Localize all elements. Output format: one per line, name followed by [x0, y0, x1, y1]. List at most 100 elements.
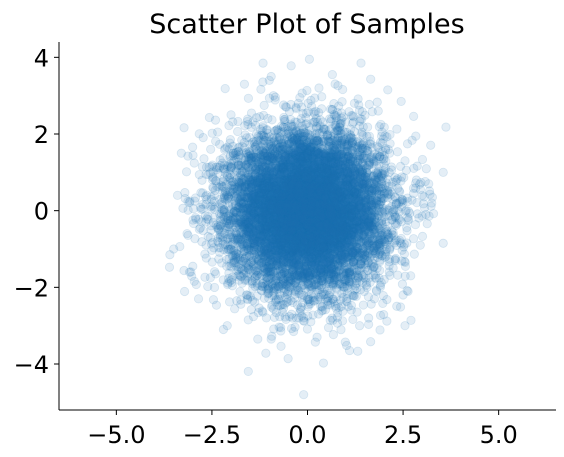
data-point	[335, 206, 345, 216]
data-point	[337, 316, 348, 326]
data-point	[224, 211, 234, 221]
data-point	[313, 271, 323, 281]
data-point	[353, 154, 363, 164]
data-point	[305, 197, 315, 207]
data-point	[276, 228, 286, 239]
data-point	[273, 225, 284, 235]
data-point	[272, 166, 282, 177]
data-point	[329, 215, 340, 226]
data-point	[248, 234, 258, 244]
data-point	[299, 151, 310, 161]
data-point	[220, 188, 231, 198]
data-point	[296, 206, 306, 216]
data-point	[304, 245, 314, 255]
data-point	[292, 209, 303, 219]
data-point	[302, 187, 312, 197]
data-point	[358, 300, 368, 310]
data-point	[290, 166, 300, 176]
data-point	[230, 235, 240, 245]
data-point	[250, 170, 260, 180]
data-point	[283, 191, 293, 201]
data-point	[349, 237, 359, 247]
data-point	[277, 265, 288, 276]
data-point	[314, 271, 324, 281]
data-point	[295, 219, 305, 229]
data-point	[208, 237, 218, 248]
data-point	[272, 200, 283, 210]
data-point	[296, 209, 306, 219]
data-point	[323, 176, 333, 187]
data-point	[179, 123, 189, 133]
data-point	[297, 169, 307, 180]
data-point	[367, 198, 377, 208]
data-point	[233, 218, 243, 228]
data-point	[189, 158, 199, 168]
data-point	[269, 136, 279, 146]
data-point	[243, 366, 253, 377]
data-point	[333, 253, 343, 263]
data-point	[339, 201, 350, 211]
data-point	[333, 259, 343, 270]
data-point	[255, 217, 266, 227]
data-point	[300, 200, 310, 210]
data-point	[235, 168, 245, 178]
data-point	[356, 191, 367, 201]
data-point	[301, 247, 312, 257]
data-point	[318, 136, 329, 146]
data-point	[277, 217, 287, 227]
data-point	[279, 267, 289, 278]
data-point	[293, 168, 303, 178]
data-point	[188, 142, 198, 152]
data-point	[305, 197, 315, 207]
data-point	[291, 197, 301, 208]
data-point	[330, 224, 341, 234]
data-point	[341, 223, 351, 233]
data-point	[289, 259, 299, 269]
data-point	[325, 256, 335, 266]
data-point	[325, 180, 336, 190]
data-point	[270, 215, 280, 225]
data-point	[360, 255, 371, 265]
data-point	[365, 158, 375, 169]
data-point	[298, 108, 308, 119]
data-point	[337, 231, 347, 241]
data-point	[287, 251, 297, 261]
data-point	[258, 225, 269, 235]
data-point	[274, 162, 284, 172]
data-point	[319, 262, 329, 272]
data-point	[342, 170, 352, 181]
data-point	[273, 240, 283, 250]
data-point	[366, 74, 376, 84]
data-point	[293, 232, 304, 242]
data-point	[304, 213, 314, 223]
data-point	[371, 161, 381, 171]
data-point	[290, 181, 300, 192]
data-point	[276, 239, 286, 249]
data-point	[306, 265, 317, 275]
data-point	[302, 220, 312, 230]
data-point	[334, 213, 344, 223]
data-point	[280, 175, 290, 185]
data-point	[211, 300, 222, 310]
data-point	[206, 204, 216, 214]
data-point	[345, 188, 356, 199]
data-point	[314, 151, 324, 161]
data-point	[291, 182, 302, 192]
data-point	[245, 209, 256, 219]
data-point	[335, 195, 345, 205]
data-point	[339, 276, 350, 287]
data-point	[275, 199, 285, 210]
data-point	[408, 234, 419, 244]
data-point	[323, 168, 333, 178]
data-point	[269, 252, 279, 262]
data-point	[357, 172, 367, 182]
data-point	[236, 217, 246, 227]
data-point	[310, 204, 321, 214]
data-point	[346, 211, 357, 221]
data-point	[332, 236, 342, 247]
data-point	[312, 243, 322, 253]
data-point	[337, 113, 347, 123]
data-point	[303, 171, 313, 181]
data-point	[309, 230, 319, 240]
data-point	[274, 294, 284, 305]
